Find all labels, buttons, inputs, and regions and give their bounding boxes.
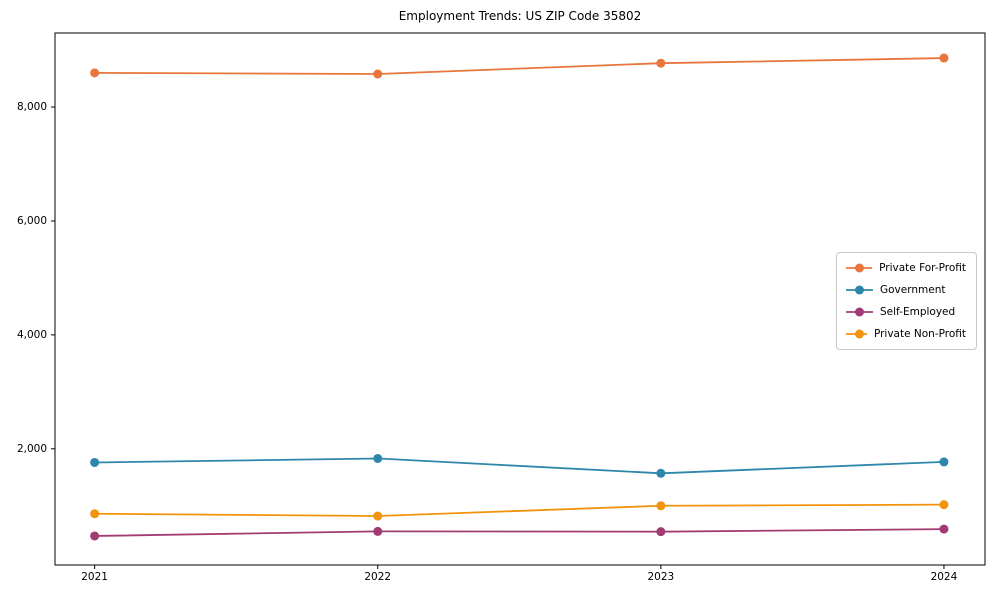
data-point-marker (656, 501, 666, 511)
data-point-marker (939, 500, 949, 510)
legend-marker-icon (846, 307, 873, 317)
series-line (94, 457, 944, 475)
legend-label: Private For-Profit (879, 262, 966, 274)
legend-dot (855, 263, 864, 273)
x-tick-label: 2024 (930, 571, 958, 583)
data-point-marker (939, 457, 949, 467)
y-tick-label: 4,000 (16, 328, 47, 341)
data-point-marker (90, 509, 100, 519)
data-point-marker (373, 69, 383, 79)
data-point-marker (656, 527, 666, 537)
data-point-marker (656, 58, 666, 68)
data-point-marker (939, 53, 949, 63)
legend-marker-icon (846, 263, 873, 273)
y-tick-label: 6,000 (16, 214, 47, 227)
data-point-marker (90, 457, 100, 467)
series-line (94, 528, 944, 537)
legend: Private For-Profit Government Self-Employe… (836, 252, 977, 350)
legend-marker-icon (846, 329, 867, 339)
x-tick-label: 2021 (81, 571, 108, 583)
data-point-marker (656, 468, 666, 478)
x-tick-label: 2022 (364, 571, 392, 583)
x-tick-label: 2023 (647, 571, 675, 583)
axes (51, 32, 986, 569)
legend-dot (855, 285, 864, 295)
plot-border (54, 32, 986, 566)
legend-label: Private Non-Profit (873, 328, 966, 340)
legend-label: Self-Employed (880, 306, 956, 318)
line-series-group (90, 53, 949, 541)
legend-entry: Private For-Profit (846, 260, 966, 276)
data-point-marker (373, 526, 383, 536)
series-line (94, 57, 944, 75)
y-tick-label: 8,000 (16, 101, 47, 114)
data-point-marker (939, 524, 949, 534)
chart-title: Employment Trends: US ZIP Code 35802 (398, 9, 642, 23)
data-point-marker (373, 511, 383, 521)
data-point-marker (90, 68, 100, 78)
legend-entry: Private Non-Profit (846, 326, 966, 342)
legend-marker-icon (846, 285, 873, 295)
legend-label: Government (880, 284, 946, 296)
data-point-marker (373, 453, 383, 463)
data-point-marker (90, 531, 100, 541)
legend-dot (855, 307, 864, 317)
legend-entry: Self-Employed (846, 304, 966, 320)
y-tick-label: 2,000 (16, 442, 47, 455)
legend-entry: Government (846, 282, 966, 298)
series-line (94, 503, 944, 517)
legend-dot (855, 329, 864, 339)
